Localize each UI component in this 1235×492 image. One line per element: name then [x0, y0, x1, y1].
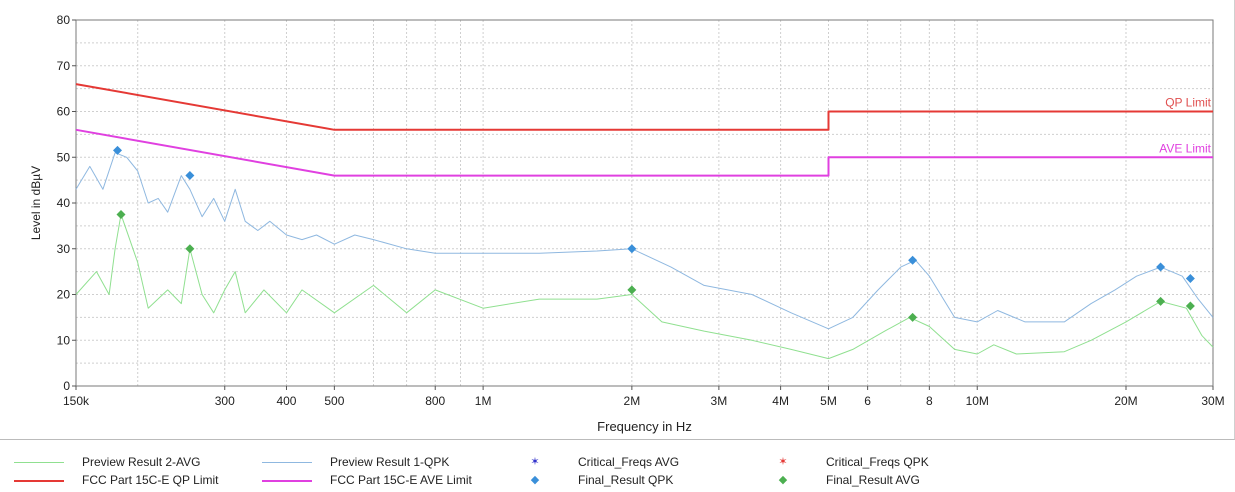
legend-label: Critical_Freqs AVG	[578, 455, 680, 469]
x-tick-label: 800	[425, 394, 445, 408]
legend-label: Preview Result 2-AVG	[82, 455, 201, 469]
x-tick-label: 3M	[711, 394, 728, 408]
diamond-icon: ◆	[778, 474, 788, 486]
series-line-preview-result-1-qpk	[75, 152, 1214, 330]
legend: Preview Result 2-AVG Preview Result 1-QPK…	[0, 452, 1235, 492]
marker-final-result-avg	[116, 209, 126, 219]
emission-chart: 0 10 20 30 40 50 60 70 80 150k 300 400 500 800 1M 2M 3M 4…	[29, 13, 1225, 435]
x-tick-label: 1M	[475, 394, 492, 408]
x-tick-label: 4M	[772, 394, 789, 408]
legend-label: Final_Result AVG	[826, 473, 920, 487]
x-tick-label: 300	[215, 394, 235, 408]
marker-final-result-avg	[908, 312, 918, 322]
marker-final-result-qpk	[112, 145, 122, 155]
markers-group	[112, 145, 1195, 322]
labels-group: Frequency in Hz Level in dBµV QP Limit AVE …	[29, 96, 1212, 435]
legend-label: FCC Part 15C-E AVE Limit	[330, 473, 472, 487]
marker-final-result-avg	[627, 285, 637, 295]
x-tick-label: 20M	[1114, 394, 1137, 408]
legend-line-swatch	[258, 472, 316, 488]
x-axis-label: Frequency in Hz	[597, 419, 692, 434]
y-tick-label: 0	[63, 379, 70, 393]
series-line-fcc-part-15c-e-qp-limit	[75, 83, 1213, 131]
series-line-preview-result-2-avg	[75, 213, 1214, 360]
x-tick-label: 8	[926, 394, 933, 408]
legend-line-swatch	[10, 472, 68, 488]
marker-final-result-qpk	[627, 244, 637, 254]
legend-line-swatch	[258, 454, 316, 470]
star-icon: ✶	[530, 456, 540, 468]
y-tick-label: 70	[57, 59, 71, 73]
series-line-fcc-part-15c-e-ave-limit	[75, 128, 1213, 177]
marker-final-result-avg	[185, 244, 195, 254]
x-tick-label: 400	[276, 394, 296, 408]
x-tick-label: 30M	[1201, 394, 1224, 408]
y-axis-label: Level in dBµV	[29, 166, 43, 240]
annotation-qp-limit: QP Limit	[1165, 96, 1211, 110]
diamond-icon: ◆	[530, 474, 540, 486]
y-tick-label: 20	[57, 288, 71, 302]
x-tick-label: 5M	[820, 394, 837, 408]
x-tick-label: 2M	[624, 394, 641, 408]
grid	[76, 20, 1213, 386]
y-tick-label: 40	[57, 196, 71, 210]
y-tick-label: 50	[57, 150, 71, 164]
x-tick-label: 150k	[63, 394, 90, 408]
y-tick-label: 80	[57, 13, 71, 27]
legend-line-swatch	[10, 454, 68, 470]
legend-label: Preview Result 1-QPK	[330, 455, 450, 469]
marker-final-result-qpk	[1156, 262, 1166, 272]
marker-final-result-qpk	[1185, 273, 1195, 283]
x-tick-label: 500	[324, 394, 344, 408]
marker-final-result-qpk	[908, 255, 918, 265]
legend-label: Final_Result QPK	[578, 473, 674, 487]
axes: 0 10 20 30 40 50 60 70 80 150k 300 400 500 800 1M 2M 3M 4…	[57, 13, 1225, 408]
y-tick-label: 10	[57, 333, 71, 347]
series-group	[75, 83, 1214, 360]
star-icon: ✶	[778, 456, 788, 468]
y-tick-label: 30	[57, 242, 71, 256]
x-tick-label: 6	[864, 394, 871, 408]
marker-final-result-qpk	[185, 171, 195, 181]
y-tick-label: 60	[57, 105, 71, 119]
marker-final-result-avg	[1185, 301, 1195, 311]
marker-final-result-avg	[1156, 296, 1166, 306]
x-tick-label: 10M	[966, 394, 989, 408]
annotation-ave-limit: AVE Limit	[1159, 141, 1211, 155]
legend-label: FCC Part 15C-E QP Limit	[82, 473, 219, 487]
legend-label: Critical_Freqs QPK	[826, 455, 929, 469]
chart-frame: 0 10 20 30 40 50 60 70 80 150k 300 400 500 800 1M 2M 3M 4…	[0, 0, 1235, 440]
